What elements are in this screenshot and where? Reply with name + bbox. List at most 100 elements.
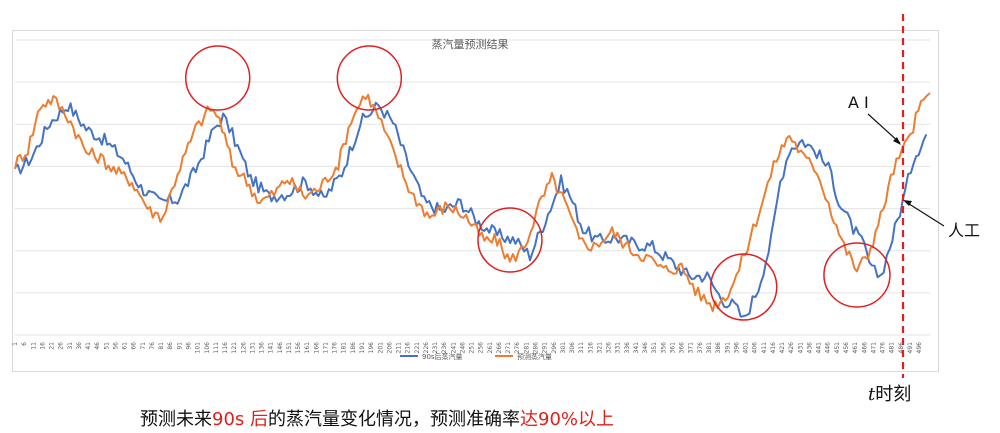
manual-arrow-line <box>905 201 945 227</box>
x-tick-label: 351 <box>651 342 658 354</box>
legend-label: 预测蒸汽量 <box>517 352 552 361</box>
highlight-circle <box>823 242 891 308</box>
x-tick-label: 131 <box>249 342 256 354</box>
x-tick-label: 471 <box>870 342 877 354</box>
x-tick-label: 6 <box>21 342 28 346</box>
x-tick-label: 286 <box>533 342 540 354</box>
x-tick-label: 436 <box>806 342 813 354</box>
x-tick-label: 111 <box>213 342 220 354</box>
x-tick-label: 356 <box>660 342 667 354</box>
x-tick-label: 381 <box>706 342 713 354</box>
x-tick-label: 261 <box>487 342 494 354</box>
x-tick-label: 141 <box>268 342 275 354</box>
manual-label: 人工 <box>948 221 980 240</box>
x-tick-label: 136 <box>259 342 266 354</box>
x-tick-label: 186 <box>350 342 357 354</box>
x-tick-label: 386 <box>715 342 722 354</box>
x-tick-label: 1 <box>12 342 19 346</box>
x-tick-label: 36 <box>76 342 83 350</box>
x-tick-label: 16 <box>39 342 46 350</box>
x-tick-label: 401 <box>743 342 750 354</box>
x-tick-label: 301 <box>560 342 567 354</box>
x-tick-label: 166 <box>313 342 320 354</box>
x-tick-label: 211 <box>396 342 403 354</box>
x-tick-label: 281 <box>523 342 530 354</box>
x-tick-label: 11 <box>30 342 37 350</box>
caption-highlight-90s: 90s 后 <box>212 409 269 430</box>
x-tick-label: 221 <box>414 342 421 354</box>
x-tick-label: 106 <box>204 342 211 354</box>
series-line-actual-90s <box>14 101 928 318</box>
x-tick-label: 466 <box>861 342 868 354</box>
x-tick-label: 81 <box>158 342 165 350</box>
x-tick-label: 476 <box>880 342 887 354</box>
x-tick-label: 406 <box>752 342 759 354</box>
x-tick-label: 391 <box>724 342 731 354</box>
x-tick-label: 126 <box>240 342 247 354</box>
x-tick-label: 206 <box>386 342 393 354</box>
highlight-circle <box>477 207 543 273</box>
x-tick-label: 326 <box>606 342 613 354</box>
x-tick-label: 376 <box>697 342 704 354</box>
x-tick-label: 341 <box>633 342 640 354</box>
caption-text: 预测未来90s 后的蒸汽量变化情况，预测准确率达90%以上 <box>140 409 615 430</box>
x-tick-label: 21 <box>49 342 56 350</box>
x-tick-label: 426 <box>788 342 795 354</box>
x-tick-label: 451 <box>834 342 841 354</box>
x-tick-label: 366 <box>679 342 686 354</box>
x-tick-label: 441 <box>816 342 823 354</box>
x-tick-label: 151 <box>286 342 293 354</box>
manual-arrow-head <box>903 200 912 206</box>
x-tick-label: 51 <box>103 342 110 350</box>
x-tick-label: 346 <box>642 342 649 354</box>
x-tick-label: 291 <box>542 342 549 354</box>
x-tick-label: 201 <box>377 342 384 354</box>
legend-label: 90s后蒸汽量 <box>422 352 463 361</box>
x-tick-label: 171 <box>322 342 329 354</box>
x-tick-label: 371 <box>688 342 695 354</box>
x-tick-label: 311 <box>578 342 585 354</box>
x-tick-label: 31 <box>67 342 74 350</box>
x-tick-label: 196 <box>368 342 375 354</box>
x-tick-label: 41 <box>85 342 92 350</box>
x-tick-label: 56 <box>112 342 119 350</box>
x-tick-label: 266 <box>496 342 503 354</box>
chart-title: 蒸汽量预测结果 <box>432 37 509 51</box>
x-tick-label: 361 <box>669 342 676 354</box>
x-tick-label: 496 <box>916 342 923 354</box>
x-tick-label: 431 <box>797 342 804 354</box>
series-line-predicted <box>14 92 931 313</box>
x-tick-label: 156 <box>295 342 302 354</box>
ai-label: A I <box>848 93 869 112</box>
ai-arrow-head <box>893 137 901 145</box>
x-tick-label: 66 <box>131 342 138 350</box>
x-tick-label: 146 <box>277 342 284 354</box>
x-tick-label: 336 <box>624 342 631 354</box>
x-tick-label: 331 <box>615 342 622 354</box>
x-tick-label: 276 <box>514 342 521 354</box>
x-tick-label: 226 <box>423 342 430 354</box>
highlight-circle <box>184 45 251 111</box>
x-tick-label: 446 <box>825 342 832 354</box>
x-tick-label: 416 <box>770 342 777 354</box>
x-tick-label: 461 <box>852 342 859 354</box>
t-moment-label: t时刻 <box>868 384 912 405</box>
x-tick-label: 256 <box>478 342 485 354</box>
x-tick-label: 271 <box>505 342 512 354</box>
x-tick-label: 421 <box>779 342 786 354</box>
x-tick-label: 161 <box>304 342 311 354</box>
x-tick-label: 26 <box>58 342 65 350</box>
x-tick-label: 91 <box>176 342 183 350</box>
x-tick-label: 116 <box>222 342 229 354</box>
x-tick-label: 61 <box>122 342 129 350</box>
highlight-circle <box>709 253 778 321</box>
x-tick-label: 191 <box>359 342 366 354</box>
ai-arrow-line <box>867 113 901 144</box>
x-tick-label: 121 <box>231 342 238 354</box>
x-tick-label: 181 <box>341 342 348 354</box>
x-tick-label: 86 <box>167 342 174 350</box>
x-tick-label: 101 <box>195 342 202 354</box>
x-tick-label: 236 <box>441 342 448 354</box>
x-tick-label: 321 <box>596 342 603 354</box>
